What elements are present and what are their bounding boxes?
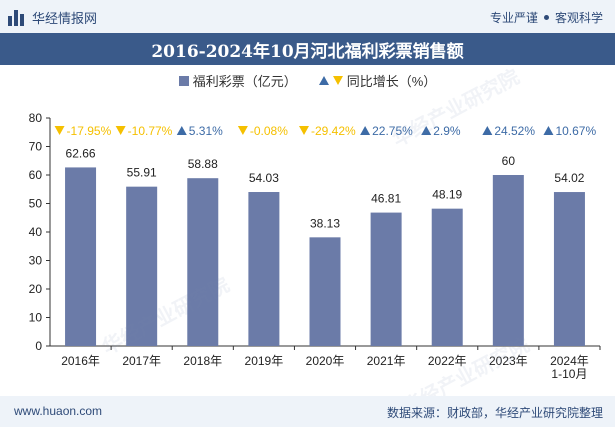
legend-bar-label: 福利彩票（亿元） bbox=[192, 74, 297, 89]
footer: www.huaon.com 数据来源：财政部，华经产业研究院整理 bbox=[0, 396, 615, 427]
bar-value-label: 62.66 bbox=[66, 146, 96, 160]
bar-chart-logo-icon bbox=[8, 9, 26, 26]
bar-value-label: 54.03 bbox=[249, 171, 279, 185]
x-tick-label: 2019年 bbox=[245, 354, 284, 368]
x-tick-label: 1-10月 bbox=[551, 367, 587, 381]
brand-name: 华经情报网 bbox=[32, 11, 98, 26]
bar bbox=[65, 167, 97, 346]
growth-label: 22.75% bbox=[372, 124, 413, 138]
growth-down-triangle-icon bbox=[115, 126, 126, 135]
y-tick-label: 10 bbox=[29, 311, 43, 325]
bar-value-label: 38.13 bbox=[310, 216, 340, 230]
legend-growth-label: 同比增长（%） bbox=[346, 74, 437, 89]
growth-up-triangle-icon bbox=[543, 126, 554, 135]
y-tick-label: 40 bbox=[29, 225, 43, 239]
bar bbox=[370, 212, 402, 346]
growth-up-triangle-icon bbox=[421, 126, 432, 135]
triangle-up-icon bbox=[318, 76, 329, 85]
growth-label: 5.31% bbox=[189, 124, 223, 138]
bar-value-label: 48.19 bbox=[432, 188, 462, 202]
growth-up-triangle-icon bbox=[176, 126, 187, 135]
bar bbox=[309, 237, 341, 346]
growth-down-triangle-icon bbox=[54, 126, 65, 135]
x-tick-label: 2016年 bbox=[61, 354, 100, 368]
bar bbox=[431, 208, 463, 346]
bar-chart: 0 10 20 30 40 50 60 70 80 62.66 2016年 -17.95% 55.91 2… bbox=[29, 111, 601, 381]
legend-item-growth: 同比增长（%） bbox=[318, 71, 437, 90]
growth-label: 24.52% bbox=[494, 124, 535, 138]
tagline-right: 客观科学 bbox=[554, 11, 603, 25]
bar-value-label: 55.91 bbox=[127, 166, 157, 180]
y-tick-label: 70 bbox=[29, 140, 43, 154]
growth-label: -10.77% bbox=[128, 124, 173, 138]
bar-value-label: 54.02 bbox=[554, 171, 584, 185]
x-tick-label: 2017年 bbox=[122, 354, 161, 368]
y-tick-label: 20 bbox=[29, 282, 43, 296]
growth-label: 2.9% bbox=[433, 124, 461, 138]
x-tick-label: 2024年 bbox=[550, 354, 589, 368]
tagline: 专业严谨 客观科学 bbox=[490, 9, 603, 26]
growth-down-triangle-icon bbox=[299, 126, 309, 135]
brand: 华经情报网 bbox=[8, 8, 97, 27]
chart-legend: 福利彩票（亿元） 同比增长（%） bbox=[0, 71, 615, 90]
bar bbox=[187, 178, 219, 346]
x-tick-label: 2021年 bbox=[367, 354, 406, 368]
bar-value-label: 60 bbox=[502, 154, 516, 168]
x-tick-label: 2020年 bbox=[306, 354, 345, 368]
growth-label: -29.42% bbox=[311, 124, 356, 138]
bar bbox=[553, 192, 585, 346]
tagline-left: 专业严谨 bbox=[489, 11, 538, 25]
bar-swatch-icon bbox=[178, 75, 189, 86]
x-tick-label: 2022年 bbox=[428, 354, 467, 368]
chart-title: 2016-2024年10月河北福利彩票销售额 bbox=[151, 41, 464, 62]
footer-source: 数据来源：财政部，华经产业研究院整理 bbox=[386, 406, 603, 420]
bar-value-label: 46.81 bbox=[371, 192, 401, 206]
growth-down-triangle-icon bbox=[237, 126, 248, 135]
top-banner: 华经情报网 专业严谨 客观科学 bbox=[0, 0, 615, 33]
growth-label: -17.95% bbox=[67, 124, 112, 138]
x-tick-label: 2023年 bbox=[489, 354, 528, 368]
triangle-down-icon bbox=[332, 76, 343, 85]
bar-value-label: 58.88 bbox=[188, 157, 218, 171]
footer-website: www.huaon.com bbox=[14, 404, 103, 418]
bar bbox=[492, 175, 524, 346]
growth-label: 10.67% bbox=[555, 124, 596, 138]
legend-item-bars: 福利彩票（亿元） bbox=[178, 71, 297, 90]
y-tick-label: 0 bbox=[35, 339, 42, 353]
title-band: 2016-2024年10月河北福利彩票销售额 bbox=[0, 33, 615, 65]
y-tick-label: 60 bbox=[29, 168, 43, 182]
y-tick-label: 80 bbox=[29, 111, 43, 125]
growth-up-triangle-icon bbox=[482, 126, 493, 135]
y-tick-label: 30 bbox=[29, 254, 43, 268]
bar bbox=[126, 186, 158, 346]
bar bbox=[248, 192, 280, 346]
separator-dot-icon bbox=[543, 15, 549, 20]
x-tick-label: 2018年 bbox=[183, 354, 222, 368]
growth-label: -0.08% bbox=[250, 124, 288, 138]
y-tick-label: 50 bbox=[29, 197, 43, 211]
growth-up-triangle-icon bbox=[360, 126, 371, 135]
